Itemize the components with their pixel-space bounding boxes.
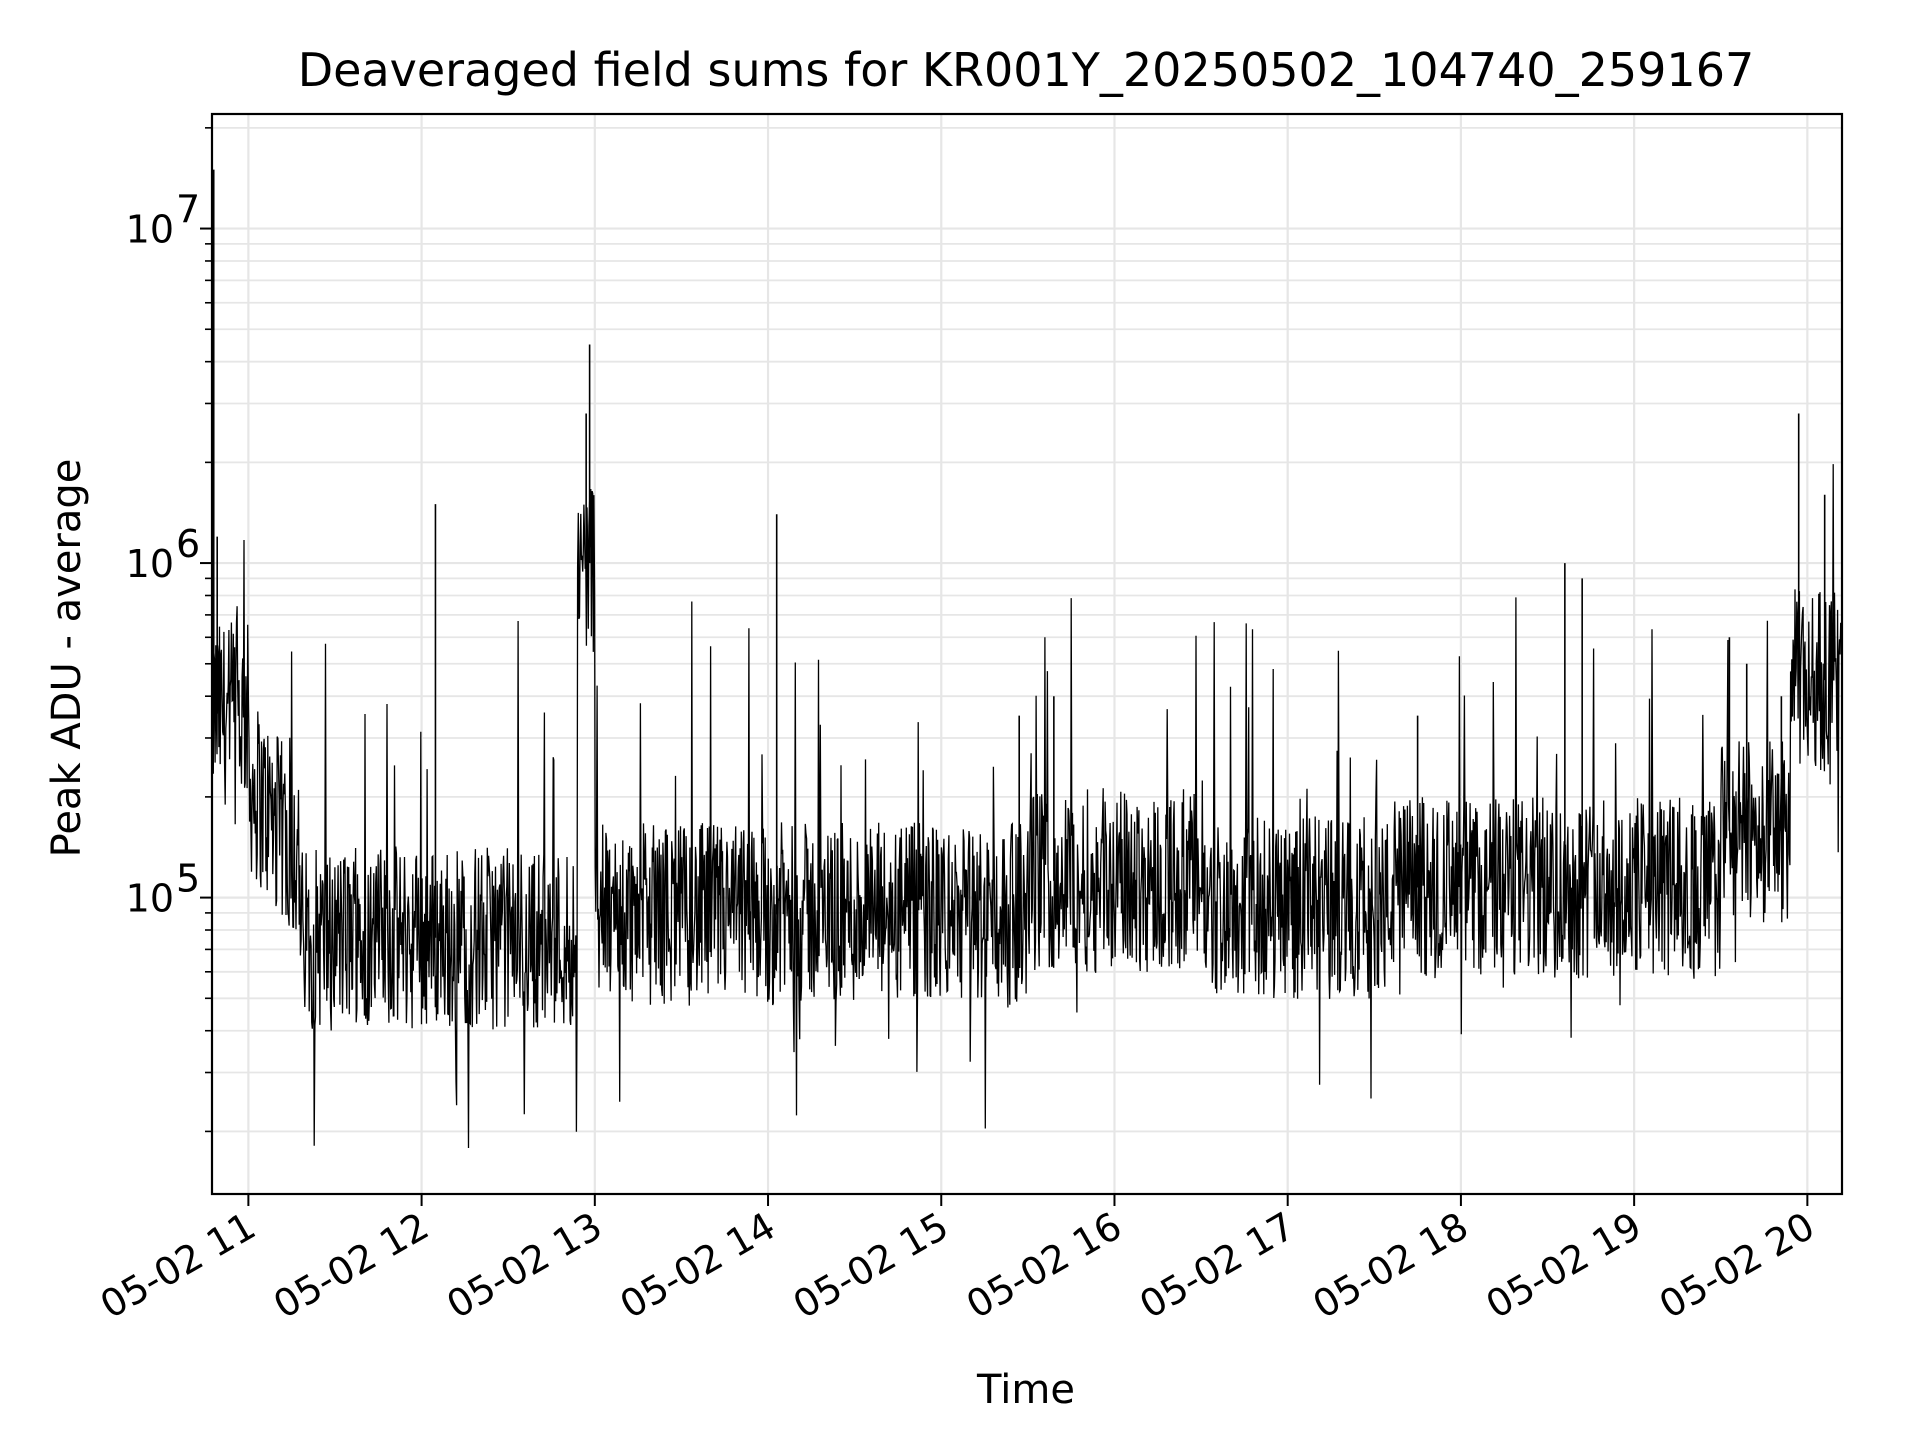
x-tick-label: 05-02 16 bbox=[959, 1204, 1129, 1328]
x-tick-label: 05-02 11 bbox=[93, 1204, 263, 1328]
x-tick-label: 05-02 12 bbox=[266, 1204, 436, 1328]
y-tick-label: 10 bbox=[126, 542, 174, 586]
series-layer bbox=[211, 169, 1843, 1149]
series-line bbox=[211, 464, 1843, 1149]
y-tick-label: 10 bbox=[126, 877, 174, 921]
x-axis-label: Time bbox=[976, 1367, 1075, 1413]
x-tick-label: 05-02 19 bbox=[1479, 1204, 1649, 1328]
y-tick-exponent: 6 bbox=[176, 522, 200, 566]
axes: 05-02 11 05-02 12 05-02 13 05-02 14 05-02 15… bbox=[93, 112, 1844, 1328]
plot-frame bbox=[210, 112, 1844, 1196]
chart-title: Deaveraged field sums for KR001Y_2025050… bbox=[298, 43, 1754, 97]
x-tick-label: 05-02 14 bbox=[613, 1204, 783, 1328]
x-tick-label: 05-02 17 bbox=[1132, 1204, 1302, 1328]
y-tick-exponent: 7 bbox=[176, 188, 200, 232]
y-tick-exponent: 5 bbox=[176, 857, 200, 901]
y-tick-label: 10 bbox=[126, 208, 174, 252]
x-tick-label: 05-02 18 bbox=[1305, 1204, 1475, 1328]
x-tick-label: 05-02 13 bbox=[439, 1204, 609, 1328]
x-tick-label: 05-02 15 bbox=[786, 1204, 956, 1328]
x-tick-label: 05-02 20 bbox=[1652, 1204, 1822, 1328]
y-axis-label: Peak ADU - average bbox=[44, 459, 90, 858]
